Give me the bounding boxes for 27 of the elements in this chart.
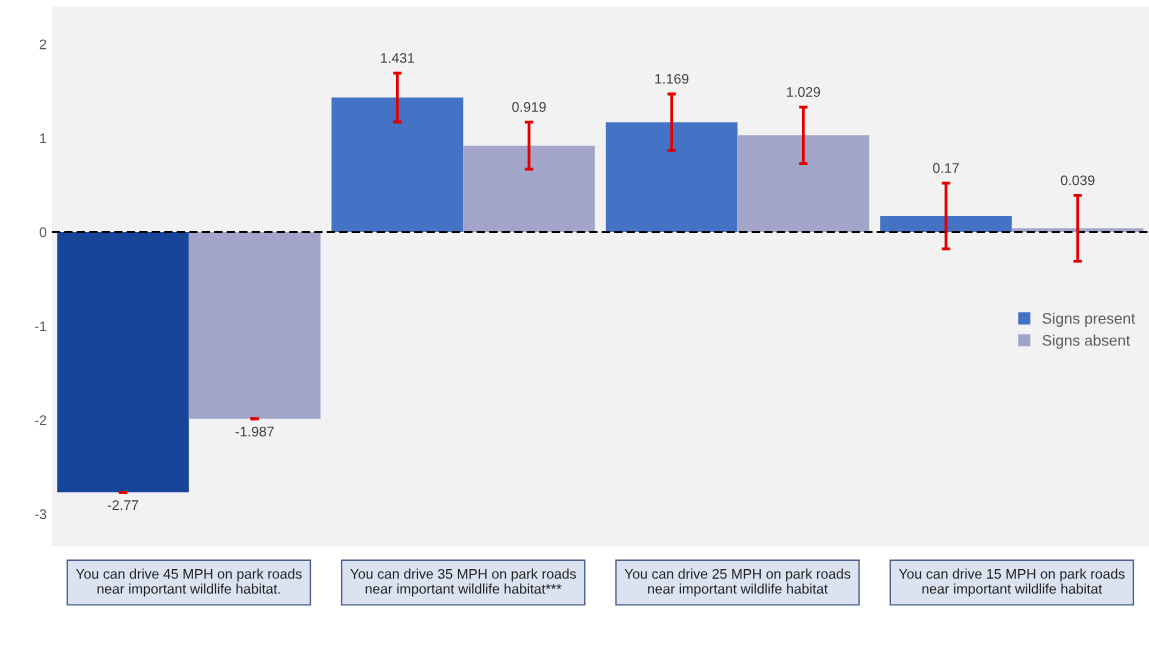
data-label: 0.039 bbox=[1060, 175, 1095, 186]
x-tick-label: You can drive 15 MPH on park roads near important wildlife habitat bbox=[898, 568, 1125, 597]
x-tick-label: You can drive 35 MPH on park roads near important wildlife habitat*** bbox=[350, 568, 576, 597]
x-tick-label: You can drive 45 MPH on park roads near important wildlife habitat. bbox=[75, 568, 302, 597]
y-tick-label: 0 bbox=[39, 227, 47, 238]
y-tick-label: 2 bbox=[39, 39, 47, 50]
y-tick-label: -2 bbox=[35, 415, 47, 426]
data-label: 0.17 bbox=[933, 163, 959, 173]
bar bbox=[880, 216, 1012, 233]
data-label: 1.029 bbox=[787, 87, 821, 97]
y-tick-label: -3 bbox=[35, 509, 47, 520]
bar bbox=[57, 232, 189, 493]
x-tick-label: You can drive 25 MPH on park roads near important wildlife habitat bbox=[624, 568, 851, 597]
data-label: 1.431 bbox=[381, 53, 415, 63]
bar bbox=[737, 135, 870, 233]
y-tick-label: 1 bbox=[40, 133, 47, 144]
data-label: 1.169 bbox=[655, 73, 689, 84]
bar bbox=[188, 232, 321, 419]
bar bbox=[463, 145, 595, 233]
legend-label: Signs present bbox=[1042, 312, 1136, 327]
legend-label: Signs absent bbox=[1042, 334, 1131, 349]
bar bbox=[605, 122, 738, 233]
data-label: 0.919 bbox=[512, 102, 546, 112]
y-tick-label: -1 bbox=[35, 321, 47, 332]
data-label: -2.77 bbox=[107, 500, 139, 510]
data-label: -1.987 bbox=[235, 426, 274, 437]
bar bbox=[331, 97, 464, 233]
